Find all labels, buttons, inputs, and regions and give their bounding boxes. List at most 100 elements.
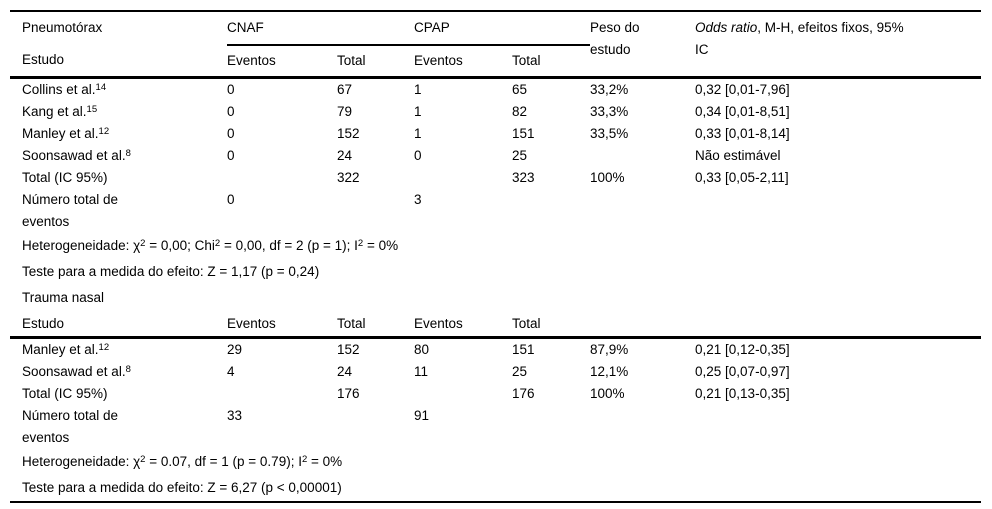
- study-cell: Total (IC 95%): [22, 170, 108, 185]
- weight-cell: 100%: [590, 170, 625, 185]
- study-cell: Número total de eventos: [22, 192, 119, 229]
- weight-cell: 87,9%: [590, 342, 629, 357]
- cnaf-total-cell: [337, 405, 414, 449]
- cnaf-total-cell: 24: [337, 148, 353, 163]
- column-header: Total: [512, 311, 591, 339]
- odds-ratio-cell: [695, 189, 981, 233]
- note-row: Heterogeneidade: χ2 = 0.07, df = 1 (p = …: [10, 449, 981, 475]
- study-cell: Soonsawad et al.8: [22, 148, 131, 163]
- data-row: Manley et al.12 0 152 1 151 33,5% 0,33 [0,01-8…: [10, 123, 981, 145]
- note-line: Heterogeneidade: χ2 = 0,00; Chi2 = 0,00,…: [22, 238, 399, 253]
- cpap-total-cell: 25: [512, 364, 528, 379]
- cpap-total-cell: 176: [512, 386, 535, 401]
- header-row-groups: Pneumotórax CNAF CPAP Peso do estudo Odd…: [10, 11, 982, 79]
- cnaf-events-cell: 0: [227, 82, 235, 97]
- cpap-total-cell: [512, 405, 590, 449]
- cnaf-events-cell: 33: [227, 408, 243, 423]
- section-title-row: Trauma nasal: [10, 285, 981, 311]
- column-header: Estudo: [10, 311, 227, 339]
- cnaf-events-cell: [227, 167, 337, 189]
- section-pneumotorax-body: Collins et al.14 0 67 1 65 33,2% 0,32 [0,01-7,…: [10, 78, 981, 286]
- cnaf-events-cell: 29: [227, 342, 243, 357]
- odds-ratio-cell: 0,34 [0,01-8,51]: [695, 104, 790, 119]
- cpap-total-cell: 25: [512, 148, 528, 163]
- odds-ratio-cell: 0,21 [0,13-0,35]: [695, 386, 790, 401]
- cpap-total-cell: 82: [512, 104, 528, 119]
- weight-cell: [590, 189, 695, 233]
- cnaf-total-cell: 79: [337, 104, 353, 119]
- cpap-events-cell: 1: [414, 82, 422, 97]
- study-cell: Collins et al.14: [22, 82, 107, 97]
- odds-ratio-cell: [695, 405, 981, 449]
- cpap-total-cell: 323: [512, 170, 535, 185]
- column-header-weight: Peso do estudo: [590, 11, 696, 79]
- weight-cell: 33,2%: [590, 82, 629, 97]
- meta-analysis-table: Pneumotórax CNAF CPAP Peso do estudo Odd…: [10, 10, 982, 503]
- cnaf-total-cell: 152: [337, 342, 360, 357]
- column-header-events-cpap: Eventos: [414, 45, 512, 79]
- cnaf-events-cell: [227, 383, 337, 405]
- data-row: Kang et al.15 0 79 1 82 33,3% 0,34 [0,01-8,51]: [10, 101, 981, 123]
- cpap-events-cell: 1: [414, 126, 422, 141]
- note-line: Teste para a medida do efeito: Z = 6,27 …: [22, 480, 342, 495]
- group-header-cnaf: CNAF: [227, 11, 414, 46]
- section-trauma-nasal-body: Trauma nasal Estudo Eventos Total Eventos Tot…: [10, 285, 982, 502]
- note-row: Teste para a medida do efeito: Z = 6,27 …: [10, 475, 981, 502]
- header-row-columns: Estudo Eventos Total Eventos Total: [10, 45, 981, 79]
- data-row: Total (IC 95%) 322 323 100% 0,33 [0,05-2,11]: [10, 167, 981, 189]
- weight-cell: [590, 145, 695, 167]
- study-cell: Soonsawad et al.8: [22, 364, 131, 379]
- empty-cell: [590, 311, 696, 339]
- column-header: Eventos: [414, 311, 512, 339]
- weight-cell: 12,1%: [590, 364, 629, 379]
- cnaf-events-cell: 0: [227, 148, 235, 163]
- data-row: Soonsawad et al.8 0 24 0 25 Não estimável: [10, 145, 981, 167]
- odds-ratio-italic: Odds ratio: [695, 20, 758, 35]
- section-header-row: Estudo Eventos Total Eventos Total: [10, 311, 982, 339]
- cnaf-total-cell: [337, 189, 414, 233]
- cpap-events-cell: 91: [414, 408, 430, 423]
- data-row: Total (IC 95%) 176 176 100% 0,21 [0,13-0,35]: [10, 383, 981, 405]
- cpap-events-cell: [414, 383, 512, 405]
- odds-ratio-rest: , M-H, efeitos fixos, 95% IC: [695, 20, 904, 57]
- column-header-study: Estudo: [10, 45, 227, 79]
- cnaf-events-cell: 0: [227, 126, 235, 141]
- odds-ratio-cell: Não estimável: [695, 148, 781, 163]
- column-header: Eventos: [227, 311, 337, 339]
- cnaf-events-cell: 0: [227, 104, 235, 119]
- cnaf-total-cell: 152: [337, 126, 360, 141]
- study-cell: Kang et al.15: [22, 104, 98, 119]
- cpap-total-cell: 151: [512, 126, 535, 141]
- data-row: Soonsawad et al.8 4 24 11 25 12,1% 0,25 [0,07-…: [10, 361, 981, 383]
- cpap-events-cell: 1: [414, 104, 422, 119]
- cpap-events-cell: [414, 167, 512, 189]
- cpap-events-cell: 3: [414, 192, 422, 207]
- weight-cell: 33,3%: [590, 104, 629, 119]
- cnaf-total-cell: 24: [337, 364, 353, 379]
- group-header-cpap: CPAP: [414, 11, 591, 46]
- cpap-events-cell: 0: [414, 148, 422, 163]
- study-cell: Manley et al.12: [22, 342, 110, 357]
- column-header-odds-ratio: Odds ratio, M-H, efeitos fixos, 95% IC: [695, 11, 982, 79]
- cnaf-events-cell: 4: [227, 364, 235, 379]
- odds-ratio-cell: 0,33 [0,05-2,11]: [695, 170, 789, 185]
- column-header-events-cnaf: Eventos: [227, 45, 337, 79]
- empty-cell: [695, 311, 982, 339]
- weight-cell: [590, 405, 695, 449]
- column-header-total-cnaf: Total: [337, 45, 414, 79]
- table-header: Pneumotórax CNAF CPAP Peso do estudo Odd…: [10, 11, 982, 79]
- cpap-events-cell: 80: [414, 342, 430, 357]
- data-row: Collins et al.14 0 67 1 65 33,2% 0,32 [0,01-7,…: [10, 78, 981, 102]
- weight-cell: 100%: [590, 386, 625, 401]
- odds-ratio-cell: 0,32 [0,01-7,96]: [695, 82, 790, 97]
- section-title: Trauma nasal: [22, 290, 105, 305]
- data-row: Número total de eventos 33 91: [10, 405, 981, 449]
- odds-ratio-cell: 0,21 [0,12-0,35]: [695, 342, 790, 357]
- cnaf-total-cell: 176: [337, 386, 360, 401]
- column-header: Total: [337, 311, 414, 339]
- note-line: Heterogeneidade: χ2 = 0.07, df = 1 (p = …: [22, 454, 343, 469]
- data-row: Manley et al.12 29 152 80 151 87,9% 0,21 [0,12…: [10, 338, 981, 362]
- study-cell: Manley et al.12: [22, 126, 110, 141]
- cnaf-total-cell: 322: [337, 170, 360, 185]
